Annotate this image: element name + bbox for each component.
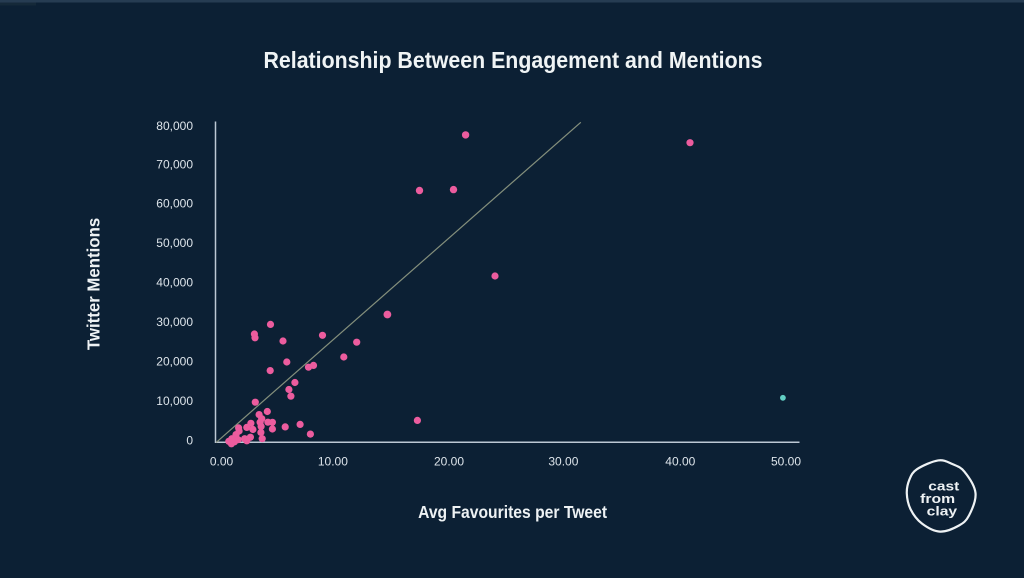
svg-text:50,000: 50,000 xyxy=(156,236,193,250)
svg-text:0.00: 0.00 xyxy=(210,455,234,469)
svg-text:50.00: 50.00 xyxy=(771,455,801,469)
svg-text:0: 0 xyxy=(186,434,193,448)
svg-text:30.00: 30.00 xyxy=(548,455,578,469)
svg-text:Twitter Mentions: Twitter Mentions xyxy=(84,218,104,351)
svg-text:40.00: 40.00 xyxy=(665,455,695,469)
svg-text:70,000: 70,000 xyxy=(156,158,193,172)
svg-text:from: from xyxy=(920,491,955,506)
svg-text:Relationship Between Engagemen: Relationship Between Engagement and Ment… xyxy=(264,47,763,73)
svg-text:20,000: 20,000 xyxy=(156,355,193,369)
svg-text:cast: cast xyxy=(928,478,960,493)
svg-text:Avg Favourites per Tweet: Avg Favourites per Tweet xyxy=(418,502,607,522)
svg-text:clay: clay xyxy=(927,503,958,518)
svg-text:10,000: 10,000 xyxy=(156,394,193,408)
svg-text:80,000: 80,000 xyxy=(156,119,193,133)
svg-text:40,000: 40,000 xyxy=(156,275,193,289)
svg-text:10.00: 10.00 xyxy=(318,455,348,469)
svg-text:20.00: 20.00 xyxy=(434,455,464,469)
svg-text:30,000: 30,000 xyxy=(156,315,193,329)
svg-text:60,000: 60,000 xyxy=(156,197,193,211)
